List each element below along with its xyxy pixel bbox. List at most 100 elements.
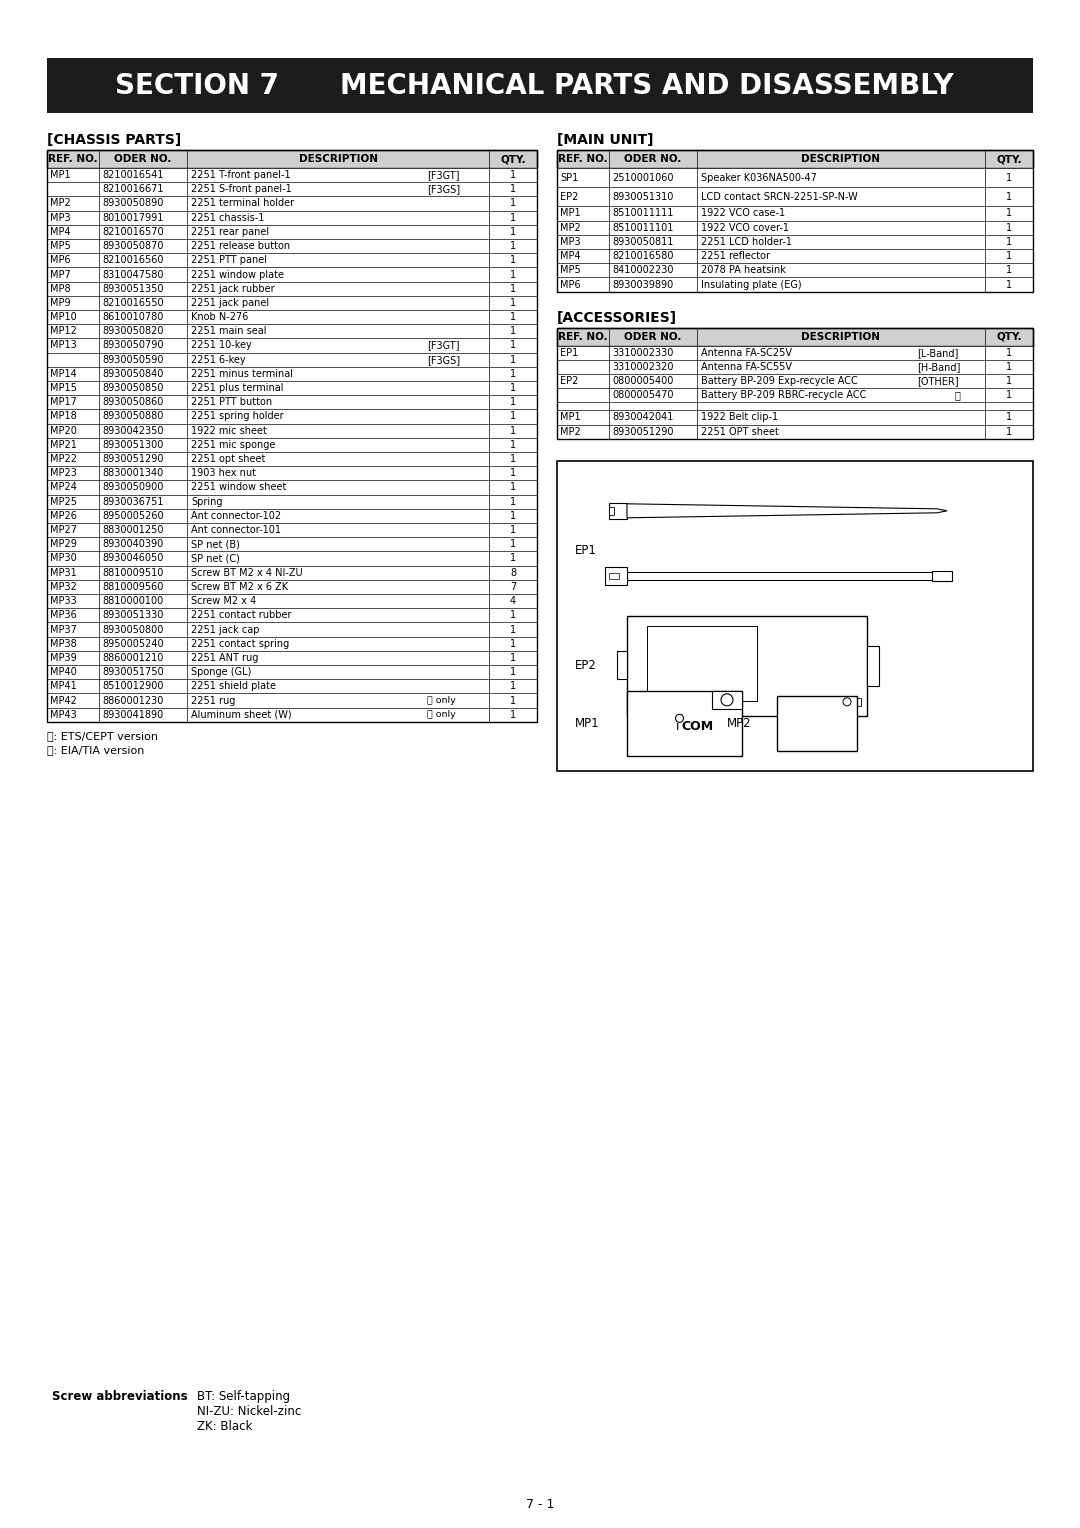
Text: MP1: MP1 (561, 208, 581, 219)
Bar (48, 480, 537, 495)
Text: DESCRIPTION: DESCRIPTION (298, 154, 378, 163)
Text: MP12: MP12 (50, 327, 77, 336)
Text: 2251 PTT button: 2251 PTT button (191, 397, 272, 408)
Text: 0800005470: 0800005470 (612, 390, 674, 400)
Text: Antenna FA-SC55V: Antenna FA-SC55V (701, 362, 792, 371)
Text: 8830001250: 8830001250 (102, 526, 163, 535)
Bar (48, 296, 537, 310)
Text: 8930050811: 8930050811 (612, 237, 673, 248)
Text: 1: 1 (1005, 376, 1012, 387)
Text: 8210016560: 8210016560 (102, 255, 163, 266)
Bar (932, 571, 951, 581)
Text: MP22: MP22 (50, 454, 77, 465)
Bar (557, 345, 1032, 359)
Bar (557, 220, 1032, 235)
Text: 2510001060: 2510001060 (612, 173, 674, 183)
Text: 1: 1 (510, 510, 516, 521)
Text: 8860001210: 8860001210 (102, 652, 163, 663)
Bar (557, 425, 1032, 439)
Bar (48, 680, 537, 694)
Text: 1: 1 (510, 255, 516, 266)
Text: 8930051350: 8930051350 (102, 284, 163, 293)
Bar (609, 503, 627, 520)
Text: 8310047580: 8310047580 (102, 269, 163, 280)
Text: Ⓐ: ETS/CEPT version: Ⓐ: ETS/CEPT version (48, 730, 158, 741)
Bar (48, 466, 537, 480)
Bar (609, 507, 615, 515)
Bar (557, 402, 1032, 411)
Text: 8510012900: 8510012900 (102, 681, 163, 691)
Text: 2251 OPT sheet: 2251 OPT sheet (701, 426, 779, 437)
Text: [ACCESSORIES]: [ACCESSORIES] (557, 310, 677, 324)
Text: 2251 jack panel: 2251 jack panel (191, 298, 269, 309)
Text: 1: 1 (510, 269, 516, 280)
Text: 3310002320: 3310002320 (612, 362, 674, 371)
Polygon shape (627, 504, 947, 518)
Bar (48, 509, 537, 523)
Text: DESCRIPTION: DESCRIPTION (801, 332, 880, 342)
Text: 1: 1 (510, 284, 516, 293)
Bar (557, 235, 1032, 249)
Text: MP20: MP20 (50, 426, 77, 435)
Text: NI-ZU: Nickel-zinc: NI-ZU: Nickel-zinc (197, 1406, 301, 1418)
Text: 8410002230: 8410002230 (612, 266, 674, 275)
Text: MP31: MP31 (50, 568, 77, 578)
Text: Ⓐ only: Ⓐ only (427, 711, 456, 720)
Text: 1: 1 (510, 199, 516, 208)
Bar (48, 281, 537, 296)
Bar (557, 150, 1032, 168)
Text: 8930042041: 8930042041 (612, 413, 673, 423)
Text: 1: 1 (510, 610, 516, 620)
Text: 1: 1 (1005, 413, 1012, 423)
Text: 1: 1 (510, 652, 516, 663)
Bar (48, 495, 537, 509)
Text: [F3GS]: [F3GS] (427, 185, 460, 194)
Text: 8930039890: 8930039890 (612, 280, 673, 289)
Bar (557, 327, 1032, 439)
Text: MP8: MP8 (50, 284, 70, 293)
Text: 1: 1 (510, 625, 516, 634)
Text: 2251 opt sheet: 2251 opt sheet (191, 454, 266, 465)
Text: [H-Band]: [H-Band] (917, 362, 960, 371)
Text: QTY.: QTY. (996, 154, 1022, 163)
Text: 2251 rug: 2251 rug (191, 695, 235, 706)
Text: SP net (B): SP net (B) (191, 539, 240, 549)
Circle shape (721, 694, 733, 706)
Text: MP2: MP2 (561, 426, 581, 437)
Text: ODER NO.: ODER NO. (624, 154, 681, 163)
Text: 1: 1 (510, 668, 516, 677)
Text: 2251 window sheet: 2251 window sheet (191, 483, 286, 492)
Text: 1: 1 (510, 368, 516, 379)
Text: MECHANICAL PARTS AND DISASSEMBLY: MECHANICAL PARTS AND DISASSEMBLY (340, 72, 954, 99)
Text: 1: 1 (510, 709, 516, 720)
Text: EP2: EP2 (561, 193, 579, 202)
Text: MP10: MP10 (50, 312, 77, 322)
Bar (557, 206, 1032, 220)
Bar (48, 254, 537, 267)
Text: 8930050900: 8930050900 (102, 483, 163, 492)
Bar (48, 168, 537, 182)
Text: EP2: EP2 (561, 376, 579, 387)
Bar (48, 182, 537, 197)
Text: QTY.: QTY. (500, 154, 526, 163)
Text: 1: 1 (1005, 280, 1012, 289)
Bar (48, 150, 537, 721)
Text: 2251 contact spring: 2251 contact spring (191, 639, 289, 649)
Text: 1922 VCO case-1: 1922 VCO case-1 (701, 208, 785, 219)
Text: Antenna FA-SC25V: Antenna FA-SC25V (701, 348, 792, 358)
Text: SP net (C): SP net (C) (191, 553, 240, 564)
Bar (557, 263, 1032, 278)
Bar (557, 278, 1032, 292)
Text: MP43: MP43 (50, 709, 77, 720)
Text: 1: 1 (510, 539, 516, 549)
Bar (48, 238, 537, 254)
Bar (48, 410, 537, 423)
Text: MP37: MP37 (50, 625, 77, 634)
Text: 2251 PTT panel: 2251 PTT panel (191, 255, 267, 266)
Text: 2251 T-front panel-1: 2251 T-front panel-1 (191, 170, 291, 180)
Text: i: i (676, 720, 679, 733)
Text: MP40: MP40 (50, 668, 77, 677)
Text: MP5: MP5 (561, 266, 581, 275)
Bar (48, 439, 537, 452)
Text: Ant connector-101: Ant connector-101 (191, 526, 281, 535)
